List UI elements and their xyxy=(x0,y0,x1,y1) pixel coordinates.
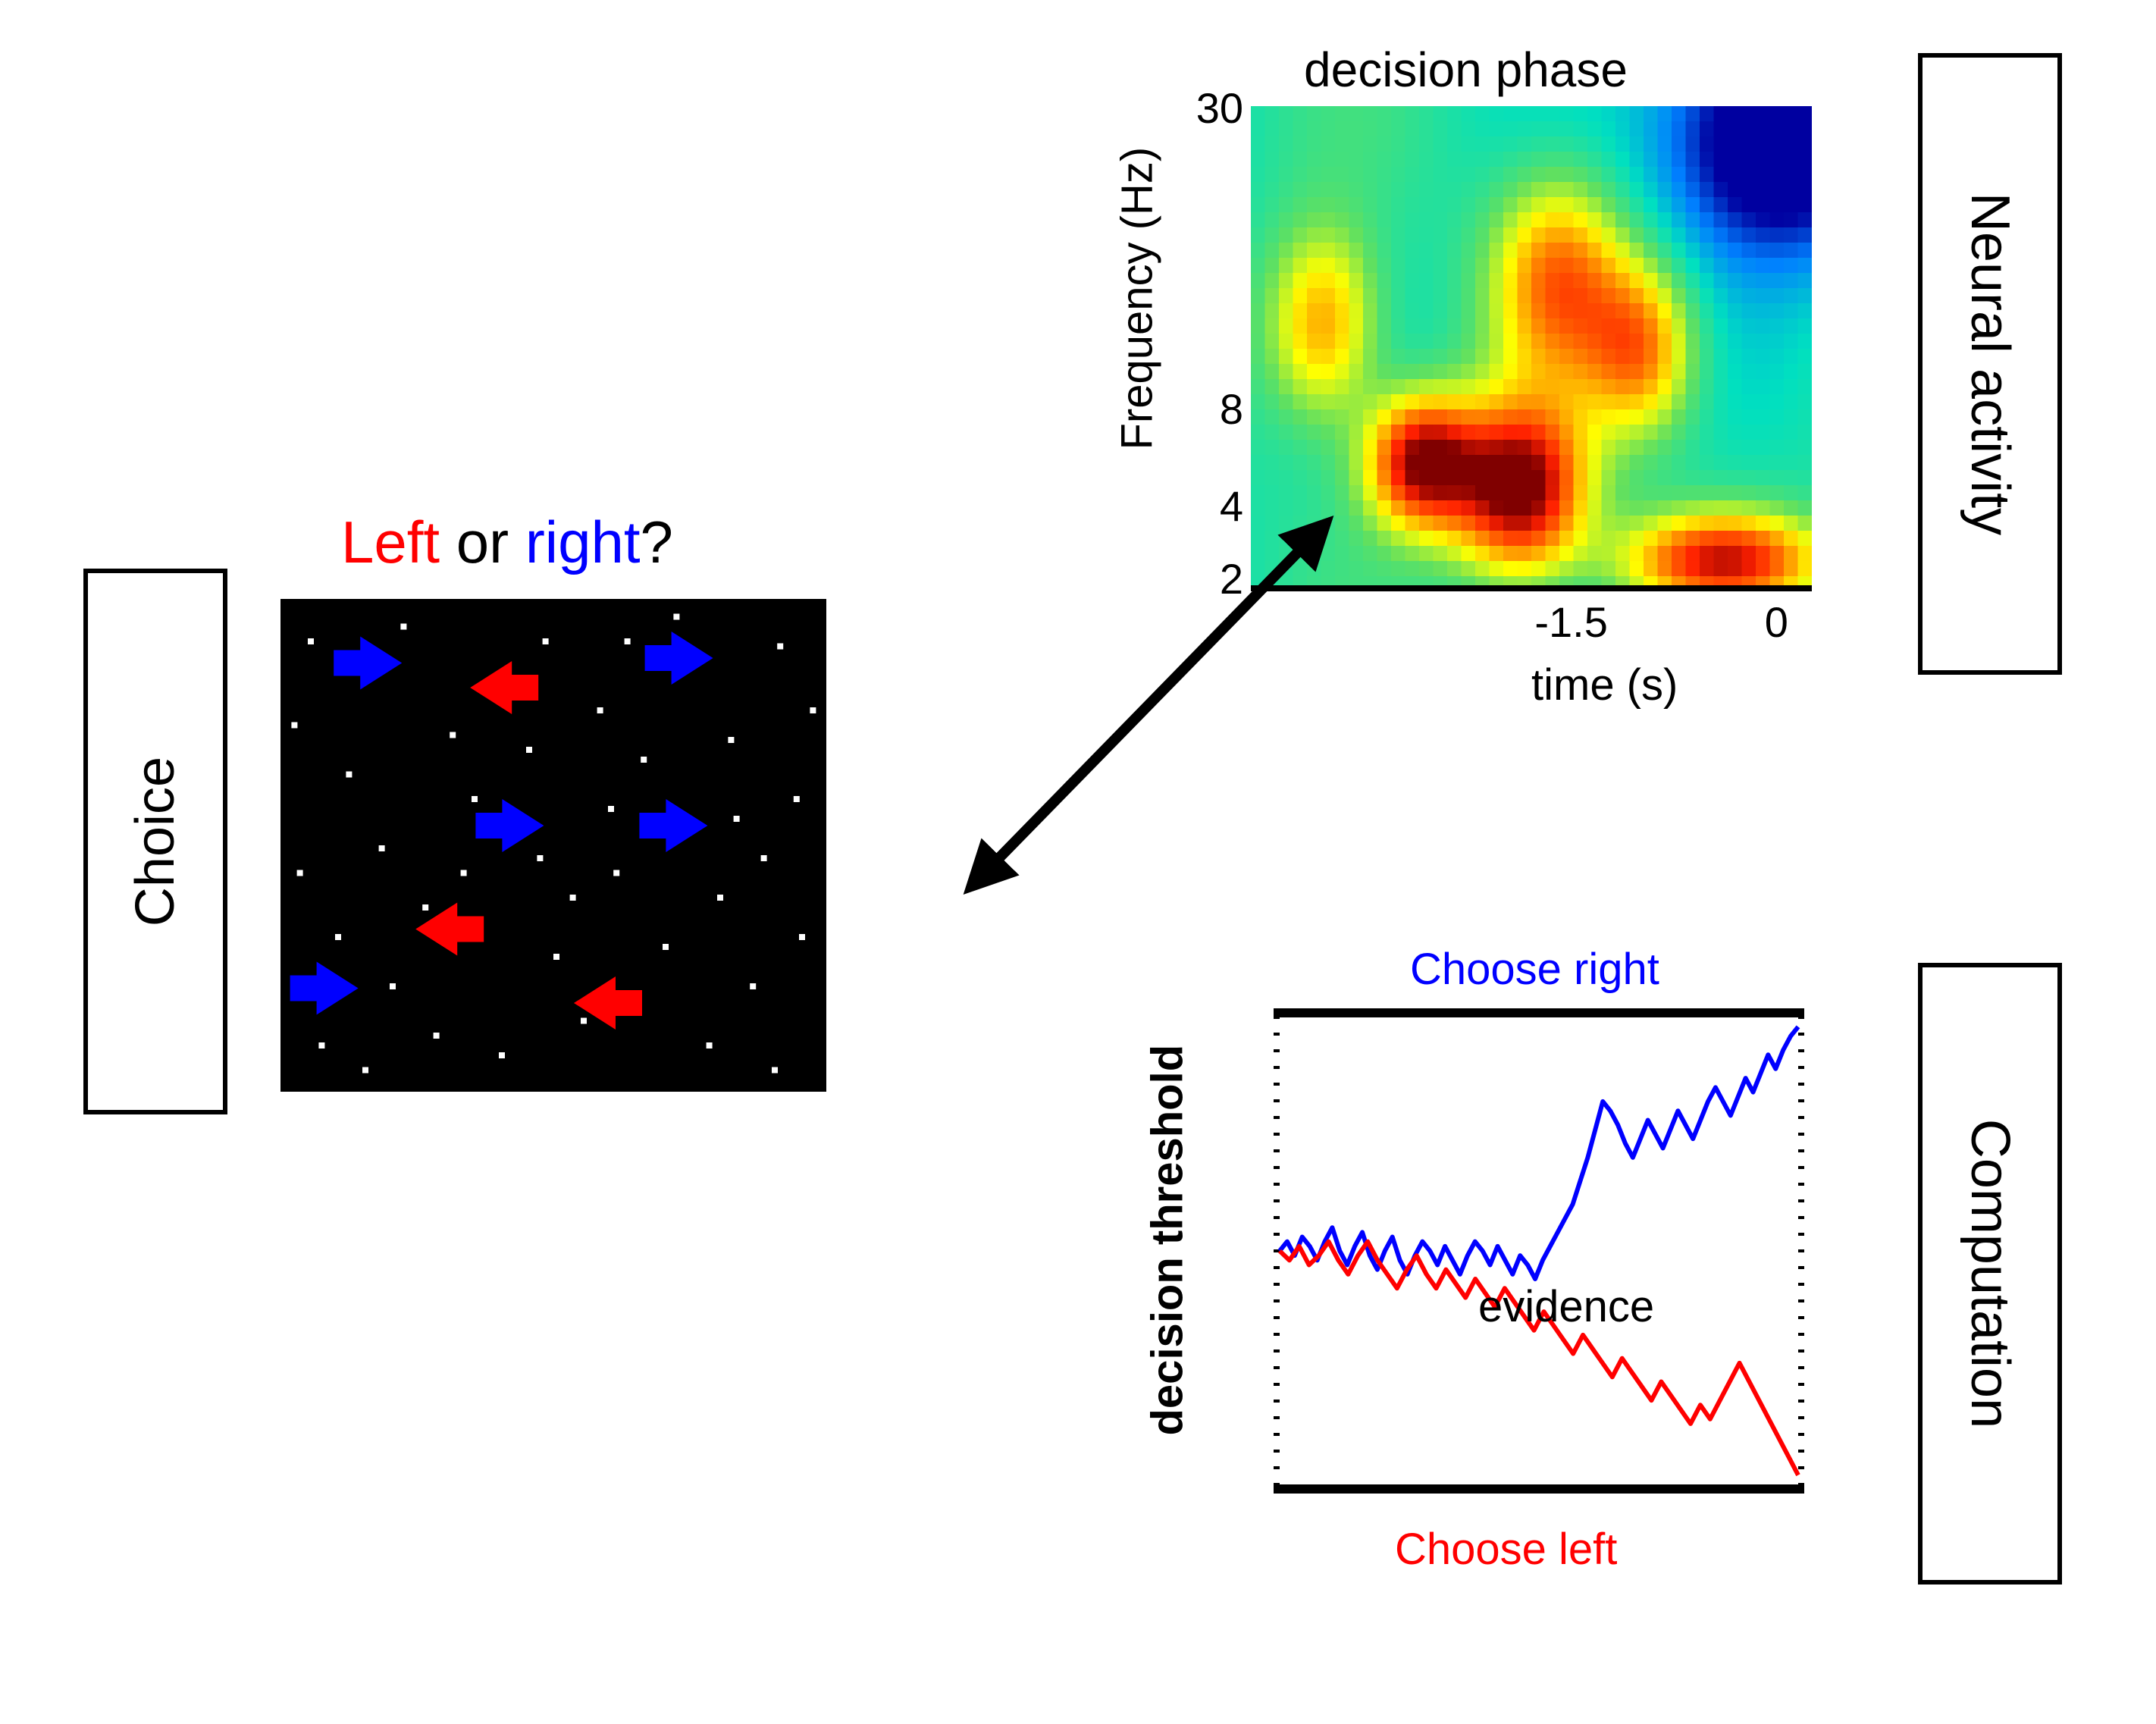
stimulus-title: Left or right? xyxy=(341,508,673,577)
neural-label-box: Neural activity xyxy=(1918,53,2062,675)
stimulus-display xyxy=(280,599,826,1092)
spectrogram-ytick: 2 xyxy=(1220,554,1243,603)
stimulus-title-left: Left xyxy=(341,509,440,575)
spectrogram-title: decision phase xyxy=(1304,42,1628,98)
choice-label-box: Choice xyxy=(83,569,227,1114)
spectrogram-xlabel: time (s) xyxy=(1531,660,1678,710)
computation-label: Computation xyxy=(1959,1119,2021,1428)
spectrogram-ylabel: Frequency (Hz) xyxy=(1112,253,1163,450)
ddm-bottom-label: Choose left xyxy=(1395,1524,1617,1575)
ddm-ylabel: decision threshold xyxy=(1142,1072,1193,1436)
ddm-top-label: Choose right xyxy=(1410,944,1659,995)
spectrogram-ytick: 8 xyxy=(1220,384,1243,434)
stimulus-title-or: or xyxy=(440,509,525,575)
spectrogram-xtick: 0 xyxy=(1765,597,1788,647)
ddm-evidence-label: evidence xyxy=(1478,1281,1654,1332)
stimulus-title-q: ? xyxy=(641,509,673,575)
spectrogram-ytick: 30 xyxy=(1196,83,1243,133)
spectrogram-ytick: 4 xyxy=(1220,481,1243,531)
computation-label-box: Computation xyxy=(1918,963,2062,1585)
ddm-plot xyxy=(1274,1008,1804,1494)
choice-label: Choice xyxy=(124,757,186,926)
stimulus-title-right: right xyxy=(525,509,641,575)
spectrogram-plot xyxy=(1251,106,1812,591)
neural-label: Neural activity xyxy=(1959,193,2021,535)
spectrogram-xtick: -1.5 xyxy=(1534,597,1608,647)
